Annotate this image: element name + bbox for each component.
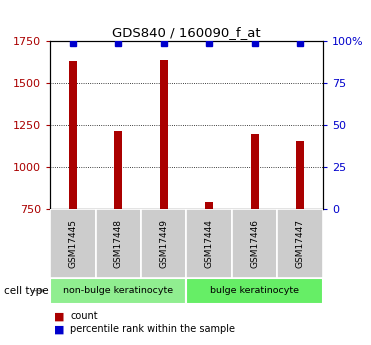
- Bar: [187, 209, 232, 278]
- Bar: [69, 61, 77, 209]
- Text: count: count: [70, 312, 98, 321]
- Text: ■: ■: [54, 312, 64, 321]
- Text: GSM17449: GSM17449: [159, 219, 168, 268]
- Bar: [50, 209, 96, 278]
- Title: GDS840 / 160090_f_at: GDS840 / 160090_f_at: [112, 26, 261, 39]
- Bar: [160, 60, 168, 209]
- Text: cell type: cell type: [4, 286, 48, 296]
- Text: GSM17445: GSM17445: [68, 219, 77, 268]
- Bar: [296, 141, 304, 209]
- Bar: [232, 209, 278, 278]
- Text: GSM17448: GSM17448: [114, 219, 123, 268]
- Text: bulge keratinocyte: bulge keratinocyte: [210, 286, 299, 295]
- Text: ■: ■: [54, 325, 64, 334]
- Bar: [187, 278, 323, 304]
- Text: GSM17447: GSM17447: [296, 219, 305, 268]
- Text: GSM17446: GSM17446: [250, 219, 259, 268]
- Bar: [141, 209, 187, 278]
- Text: percentile rank within the sample: percentile rank within the sample: [70, 325, 236, 334]
- Bar: [96, 209, 141, 278]
- Text: GSM17444: GSM17444: [205, 219, 214, 268]
- Text: non-bulge keratinocyte: non-bulge keratinocyte: [63, 286, 173, 295]
- Bar: [114, 131, 122, 209]
- Bar: [50, 278, 187, 304]
- Bar: [278, 209, 323, 278]
- Bar: [205, 202, 213, 209]
- Bar: [250, 134, 259, 209]
